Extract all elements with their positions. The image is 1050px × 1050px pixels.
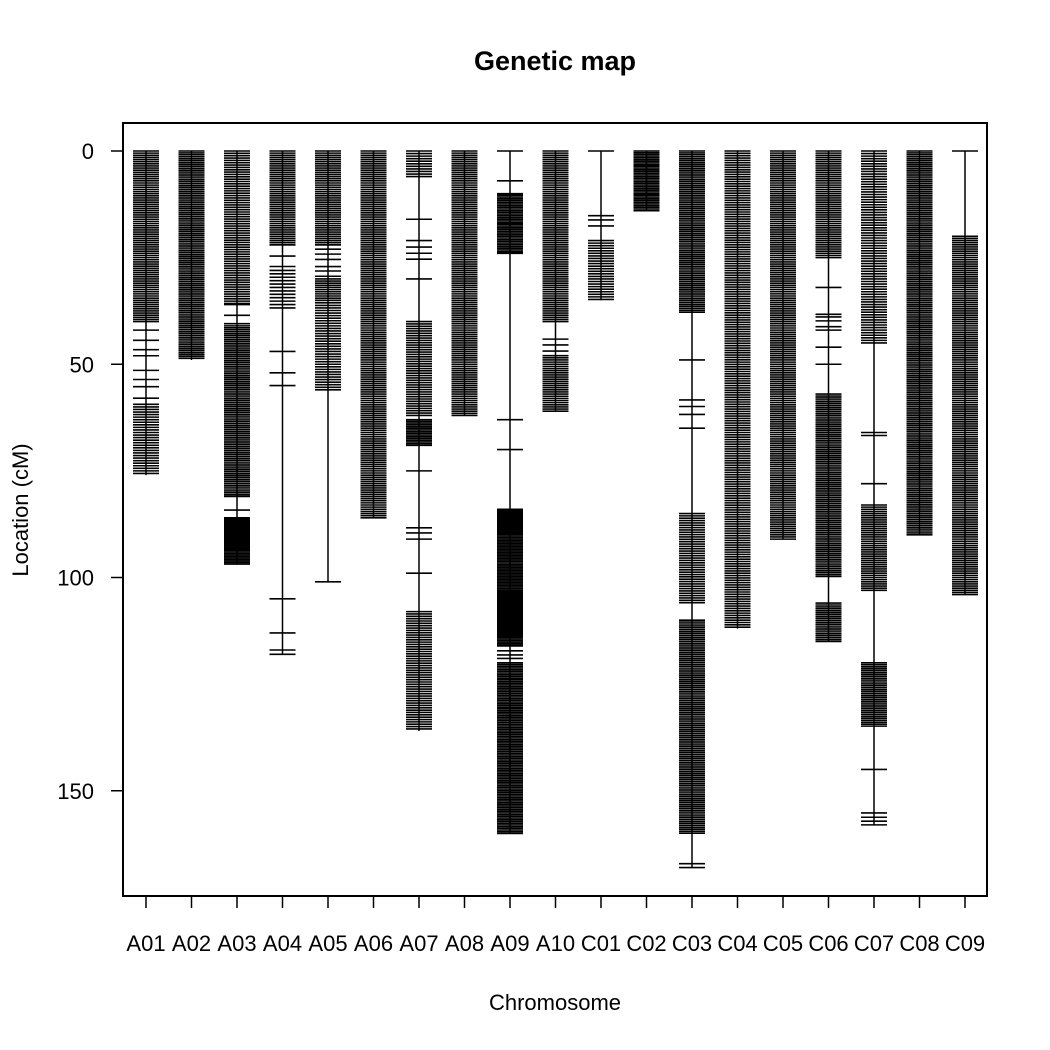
y-axis-label: Location (cM) xyxy=(8,443,33,576)
x-tick-label-a05: A05 xyxy=(308,931,347,956)
chromosome-c03 xyxy=(679,150,705,869)
x-tick-label-c07: C07 xyxy=(854,931,894,956)
x-axis-label: Chromosome xyxy=(489,990,621,1015)
chromosome-c06 xyxy=(815,150,842,643)
chromosome-c02 xyxy=(633,150,660,212)
x-tick-label-c01: C01 xyxy=(581,931,621,956)
x-tick-label-c02: C02 xyxy=(626,931,666,956)
x-tick-label-c08: C08 xyxy=(899,931,939,956)
x-tick-label-a08: A08 xyxy=(445,931,484,956)
x-tick-label-a09: A09 xyxy=(490,931,529,956)
y-tick-label: 0 xyxy=(82,139,94,164)
chromosome-c09 xyxy=(952,150,978,596)
x-tick-label-a03: A03 xyxy=(217,931,256,956)
x-tick-label-a06: A06 xyxy=(354,931,393,956)
chromosome-maps xyxy=(133,150,978,869)
chromosome-a06 xyxy=(360,150,387,519)
chromosome-a04 xyxy=(269,150,296,656)
x-tick-label-a10: A10 xyxy=(536,931,575,956)
chromosome-c01 xyxy=(588,150,614,301)
x-tick-label-a02: A02 xyxy=(172,931,211,956)
y-tick-label: 150 xyxy=(57,779,94,804)
x-tick-label-c04: C04 xyxy=(717,931,757,956)
x-axis: A01 A02 A03 A04 A05 A06 A07 A08 A09 A10 C01 C02 C03 C… xyxy=(126,896,985,956)
chromosome-a05 xyxy=(315,150,341,583)
x-tick-label-a04: A04 xyxy=(263,931,302,956)
chromosome-a02 xyxy=(178,150,205,360)
x-tick-label-c09: C09 xyxy=(945,931,985,956)
chromosome-c04 xyxy=(724,150,751,629)
x-tick-label-c05: C05 xyxy=(763,931,803,956)
chromosome-a03 xyxy=(224,150,250,565)
chromosome-c05 xyxy=(770,150,796,540)
chart-title: Genetic map xyxy=(474,46,636,76)
y-tick-label: 100 xyxy=(57,566,94,591)
chromosome-a08 xyxy=(451,150,478,417)
chromosome-a09 xyxy=(497,150,523,835)
x-tick-label-c06: C06 xyxy=(808,931,848,956)
chromosome-a01 xyxy=(133,150,159,476)
y-axis: 0 50 100 150 xyxy=(57,139,123,804)
chromosome-c08 xyxy=(906,150,933,536)
chromosome-a07 xyxy=(406,150,432,732)
x-tick-label-c03: C03 xyxy=(672,931,712,956)
x-tick-label-a07: A07 xyxy=(399,931,438,956)
chromosome-c07 xyxy=(861,150,887,826)
chromosome-a10 xyxy=(542,150,569,412)
x-tick-label-a01: A01 xyxy=(126,931,165,956)
y-tick-label: 50 xyxy=(70,352,94,377)
